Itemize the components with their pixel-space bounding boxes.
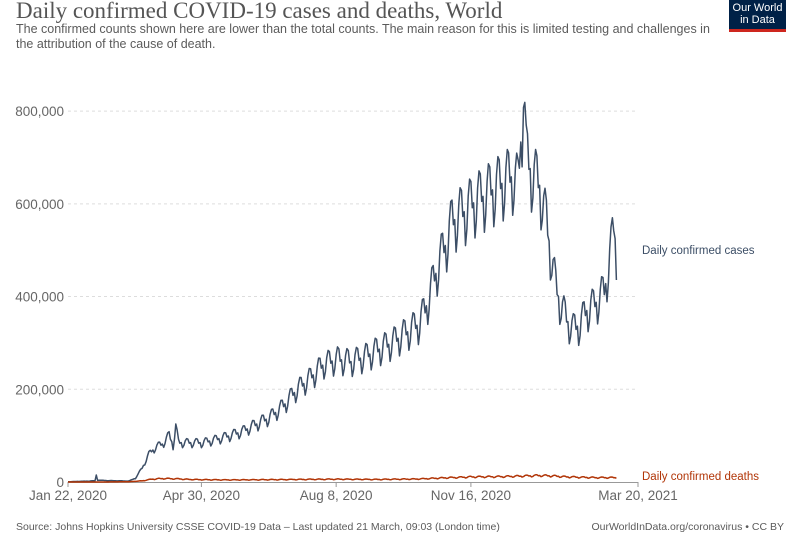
owid-link[interactable]: OurWorldInData.org/coronavirus • CC BY [591,521,784,533]
logo-line-1: Our World [732,2,783,14]
x-tick-label: Nov 16, 2020 [431,488,511,503]
y-tick-label: 800,000 [15,104,64,119]
x-tick-label: Apr 30, 2020 [163,488,240,503]
x-tick-label: Mar 20, 2021 [598,488,678,503]
daily-confirmed-cases-label[interactable]: Daily confirmed cases [642,245,755,257]
y-tick-label: 600,000 [15,197,64,212]
y-tick-label: 200,000 [15,382,64,397]
grid-layer [68,110,638,390]
y-tick-label: 400,000 [15,290,64,305]
chart-title: Daily confirmed COVID-19 cases and death… [16,0,503,23]
x-tick-label: Aug 8, 2020 [300,488,373,503]
owid-logo[interactable]: Our World in Data [729,0,786,32]
x-tick-label: Jan 22, 2020 [29,488,107,503]
y-axis: 0 200,000 400,000 600,000 800,000 [15,104,64,490]
logo-line-2: in Data [740,13,775,26]
y-tick-label: 0 [56,475,64,490]
x-axis: Jan 22, 2020 Apr 30, 2020 Aug 8, 2020 Nov 1… [29,482,678,503]
daily-confirmed-cases-line[interactable] [68,101,618,483]
daily-confirmed-deaths-line[interactable] [68,474,617,483]
series-layer: Daily confirmed cases Daily confirmed dea… [68,101,759,483]
chart-subtitle: The confirmed counts shown here are lowe… [16,22,710,51]
source-note: Source: Johns Hopkins University CSSE CO… [16,521,500,533]
daily-confirmed-deaths-label[interactable]: Daily confirmed deaths [642,471,759,483]
